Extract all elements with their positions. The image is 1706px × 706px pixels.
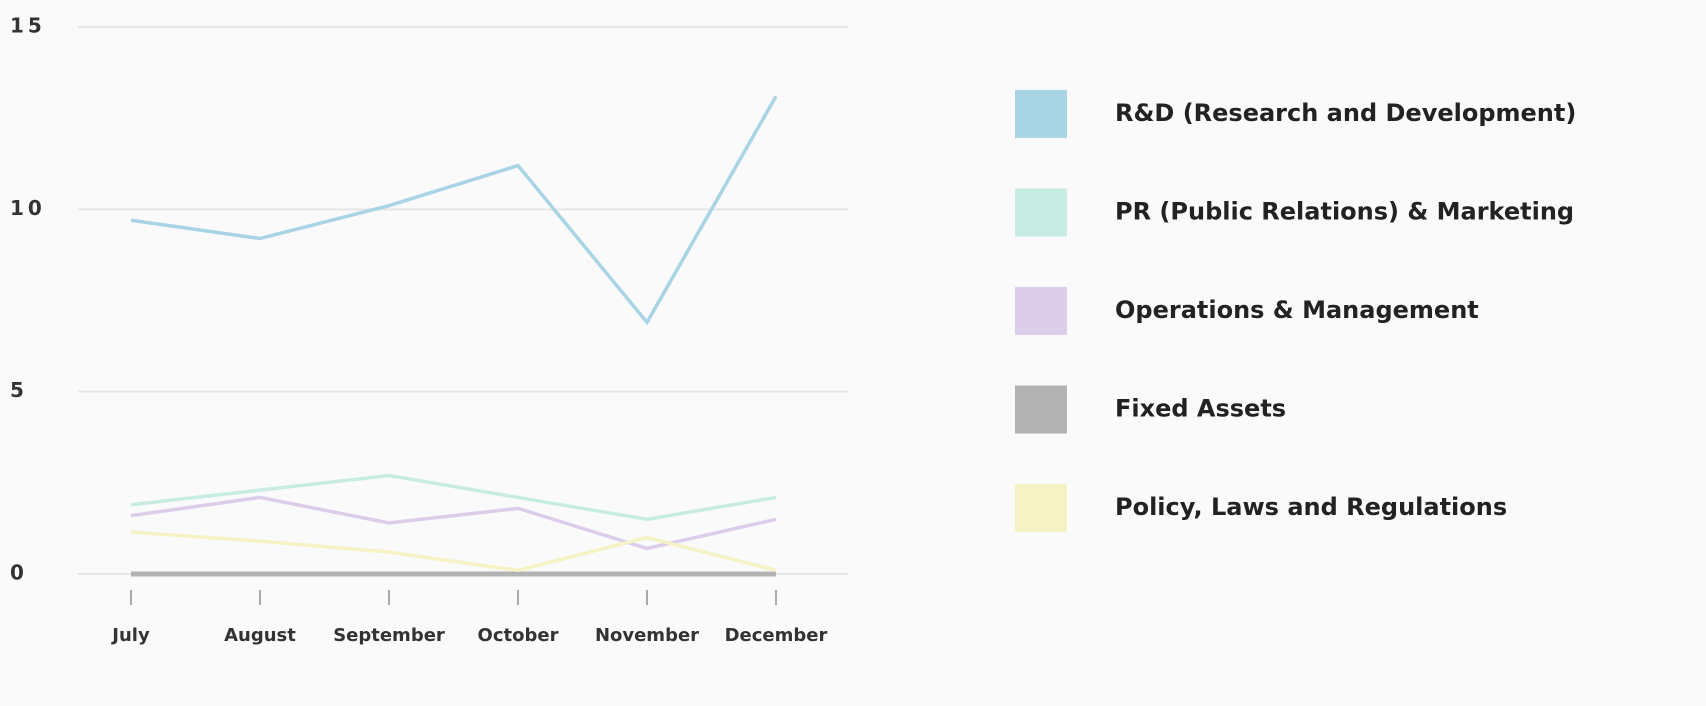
- y-tick-label: 15: [10, 14, 46, 38]
- legend-swatch: [1015, 287, 1067, 335]
- series-line: [130, 495, 777, 551]
- legend-label: Operations & Management: [1115, 296, 1479, 324]
- y-tick-label: 10: [10, 196, 46, 220]
- x-tick-label: July: [110, 625, 150, 646]
- legend-label: PR (Public Relations) & Marketing: [1115, 198, 1574, 226]
- legend-swatch: [1015, 484, 1067, 532]
- legend-label: Policy, Laws and Regulations: [1115, 493, 1507, 521]
- x-tick-label: September: [333, 625, 445, 646]
- x-tick-label: October: [478, 625, 559, 646]
- y-tick-label: 5: [10, 378, 28, 402]
- y-tick-label: 0: [10, 561, 28, 585]
- series-line: [130, 530, 777, 573]
- x-tick-label: August: [224, 625, 296, 646]
- legend-label: Fixed Assets: [1115, 395, 1286, 423]
- series-line: [130, 473, 777, 522]
- x-tick-label: December: [725, 625, 828, 646]
- legend-swatch: [1015, 90, 1067, 138]
- series-line: [130, 95, 778, 326]
- legend-swatch: [1015, 385, 1067, 434]
- legend-swatch: [1015, 188, 1067, 237]
- legend-label: R&D (Research and Development): [1115, 99, 1576, 127]
- x-tick-label: November: [595, 625, 699, 646]
